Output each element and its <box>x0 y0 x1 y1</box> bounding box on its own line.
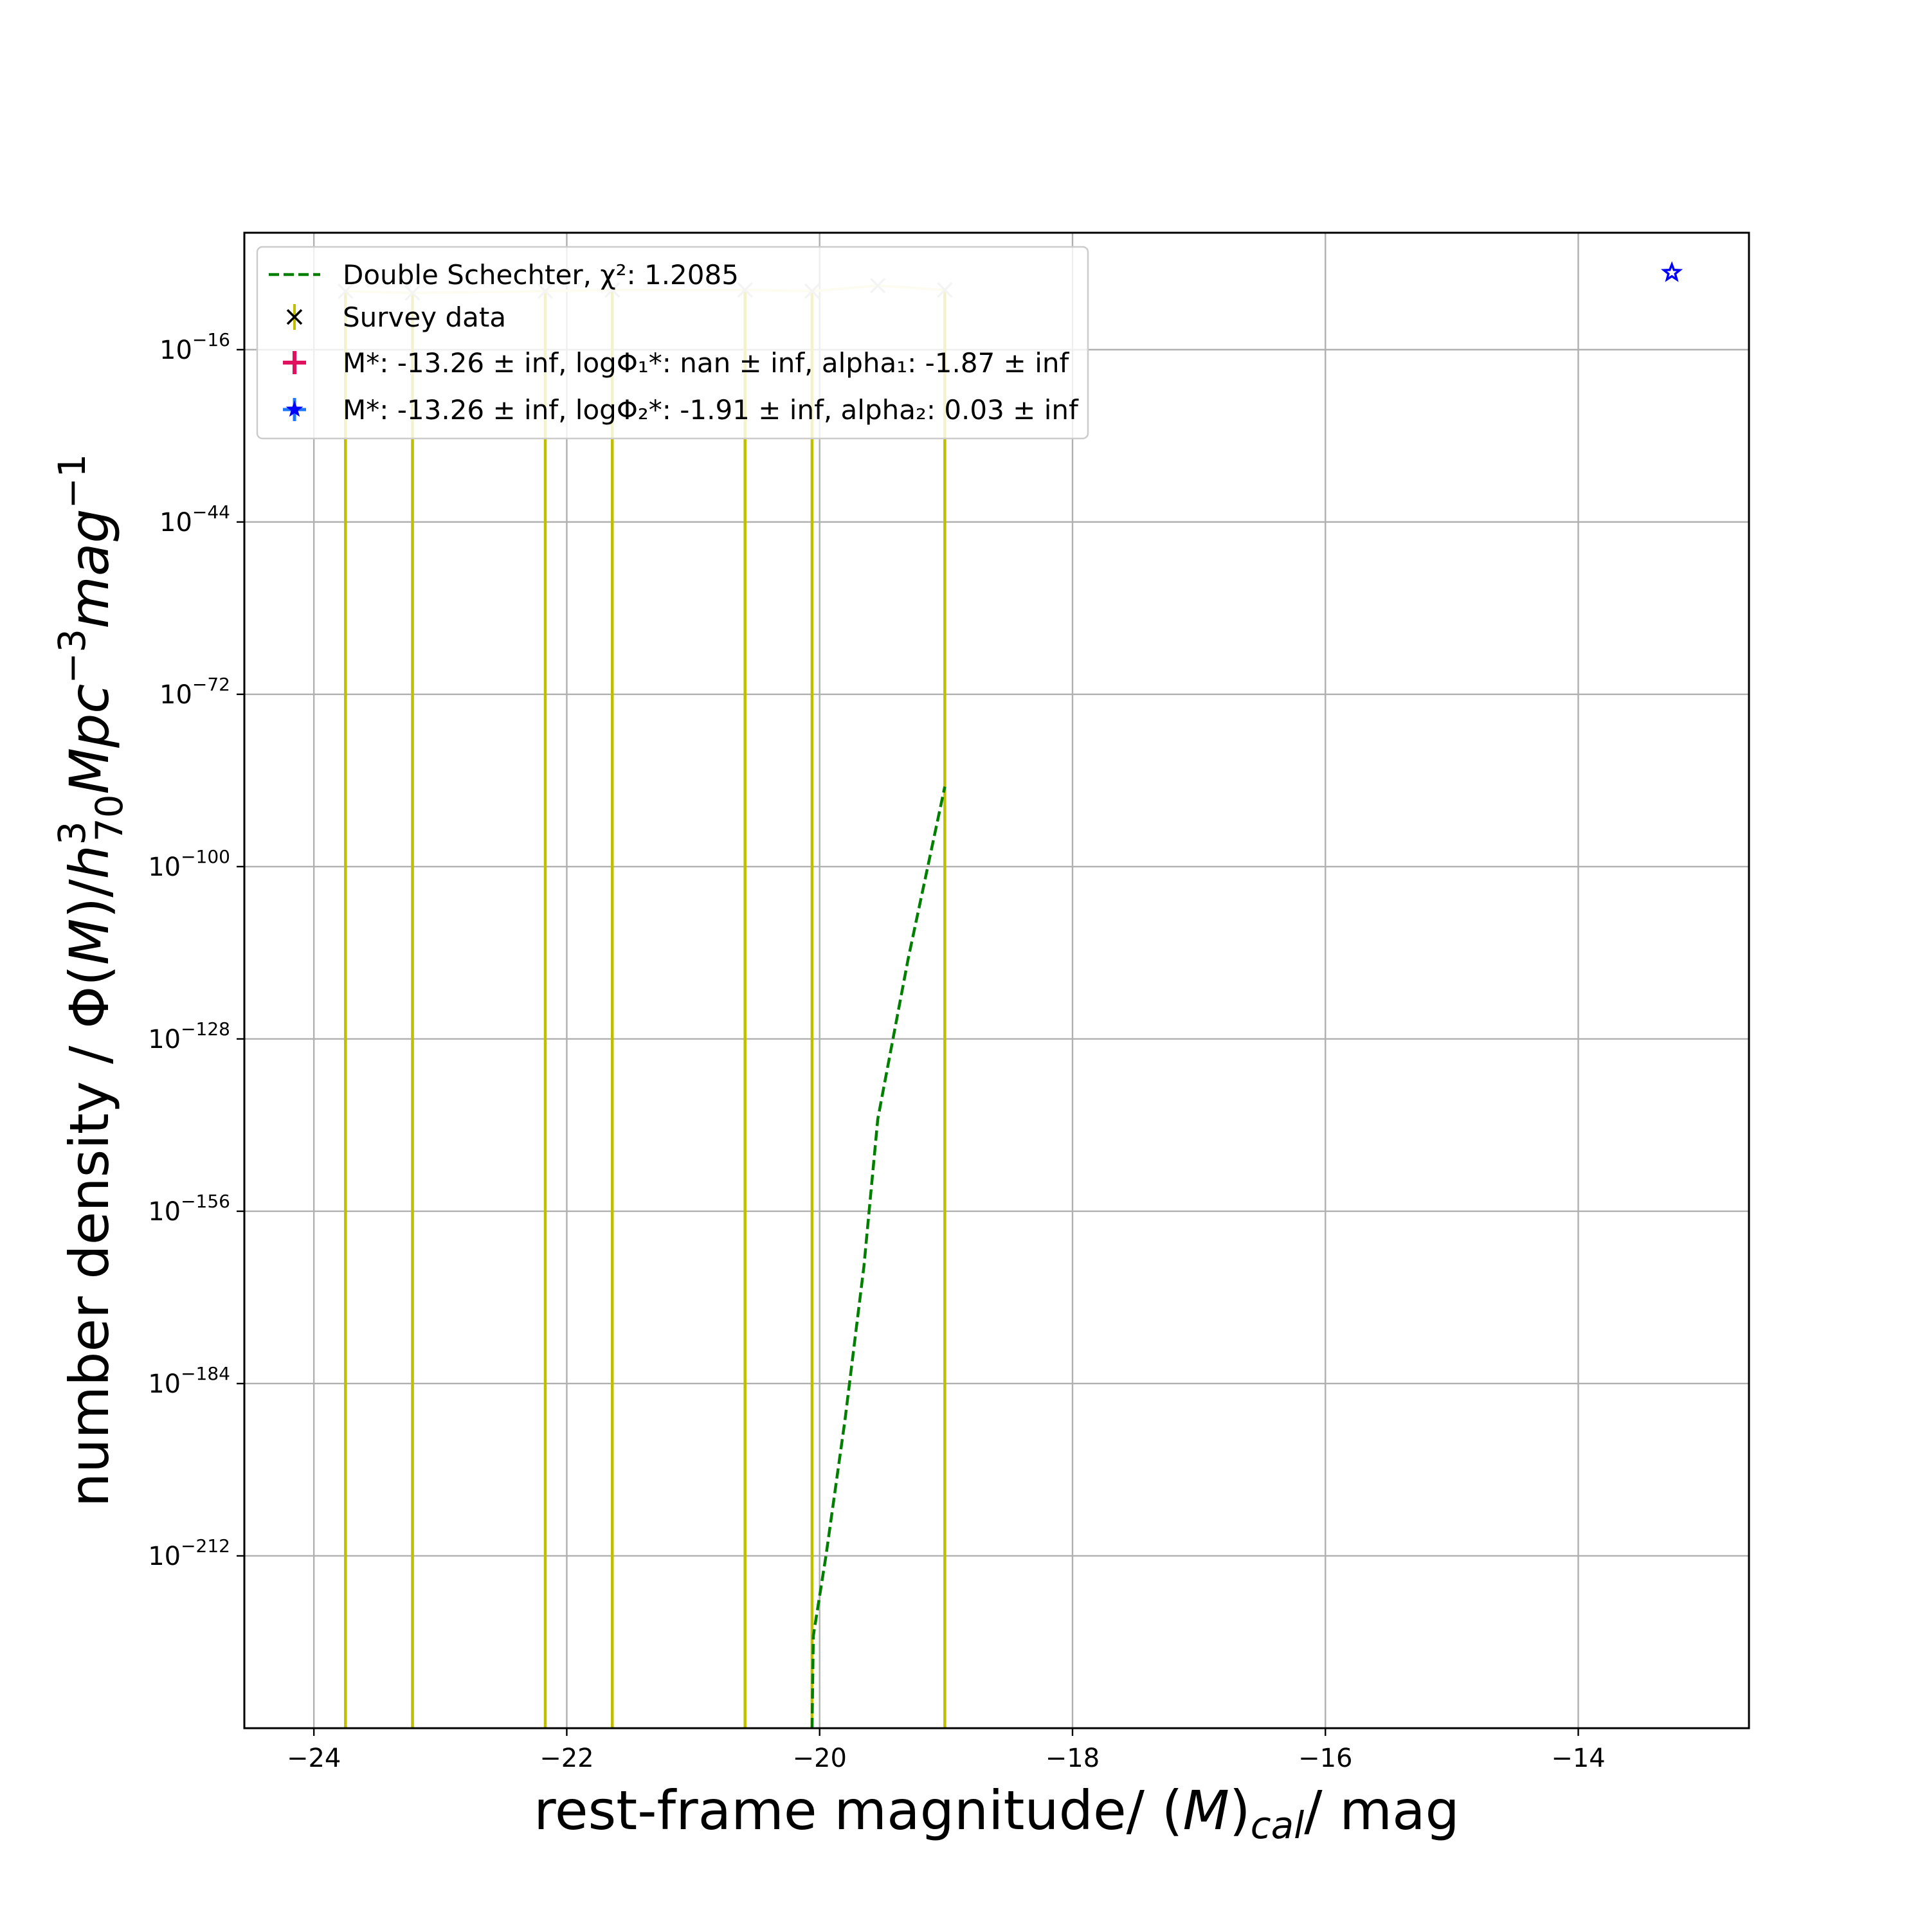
y-tick-label: 10−100 <box>148 846 230 882</box>
legend-label: Double Schechter, χ²: 1.2085 <box>343 259 739 291</box>
y-tick-label: 10−44 <box>159 501 230 537</box>
y-tick-label: 10−128 <box>148 1018 230 1054</box>
legend-label: M*: -13.26 ± inf, logΦ₁*: nan ± inf, alp… <box>343 347 1069 379</box>
x-tick-label: −24 <box>287 1744 341 1773</box>
legend: Double Schechter, χ²: 1.2085 Survey data M… <box>256 246 1089 440</box>
legend-label: M*: -13.26 ± inf, logΦ₂*: -1.91 ± inf, a… <box>343 394 1079 426</box>
y-tick-label: 10−16 <box>159 329 230 365</box>
x-tick-label: −18 <box>1046 1744 1100 1773</box>
legend-box <box>256 246 1089 440</box>
ticks-layer: −24 −22 −20 −18 −16 −14 10−16 10−44 10−72 10−100 1… <box>148 329 1606 1773</box>
legend-entry: Double Schechter, χ²: 1.2085 <box>269 259 739 291</box>
legend-entry: M*: -13.26 ± inf, logΦ₁*: nan ± inf, alp… <box>283 347 1069 379</box>
double-schechter-line <box>810 786 946 1729</box>
legend-entry: M*: -13.26 ± inf, logΦ₂*: -1.91 ± inf, a… <box>283 394 1079 426</box>
y-axis-label: number density / Φ(M)/h370Mpc−3mag−1 <box>50 454 131 1507</box>
legend-entry: Survey data <box>286 302 506 333</box>
mstar-point <box>1660 261 1683 282</box>
y-tick-label: 10−184 <box>148 1363 230 1399</box>
legend-star-icon <box>285 400 303 417</box>
grid-layer <box>244 233 1749 1728</box>
y-tick-label: 10−156 <box>148 1191 230 1227</box>
x-axis-label: rest-frame magnitude/ (M)cal/ mag <box>534 1779 1460 1847</box>
legend-x-icon <box>286 309 303 325</box>
y-tick-label: 10−72 <box>159 674 230 710</box>
x-tick-label: −14 <box>1551 1744 1605 1773</box>
x-tick-label: −16 <box>1298 1744 1352 1773</box>
y-tick-label: 10−212 <box>148 1535 230 1571</box>
plot-frame <box>243 231 1750 1729</box>
x-tick-label: −20 <box>792 1744 846 1773</box>
x-tick-label: −22 <box>539 1744 593 1773</box>
legend-label: Survey data <box>343 302 506 333</box>
